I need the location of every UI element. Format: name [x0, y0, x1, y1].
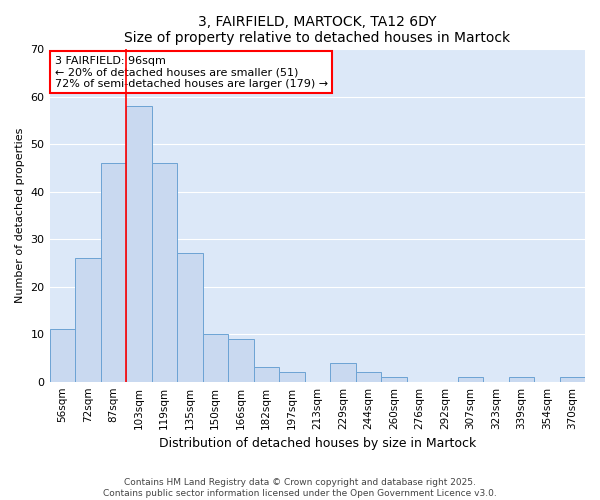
Bar: [560, 377, 585, 382]
Title: 3, FAIRFIELD, MARTOCK, TA12 6DY
Size of property relative to detached houses in : 3, FAIRFIELD, MARTOCK, TA12 6DY Size of …: [124, 15, 511, 45]
Bar: [152, 163, 177, 382]
Bar: [75, 258, 101, 382]
Bar: [458, 377, 483, 382]
Text: 3 FAIRFIELD: 96sqm
← 20% of detached houses are smaller (51)
72% of semi-detache: 3 FAIRFIELD: 96sqm ← 20% of detached hou…: [55, 56, 328, 89]
Bar: [203, 334, 228, 382]
Bar: [509, 377, 534, 382]
Text: Contains HM Land Registry data © Crown copyright and database right 2025.
Contai: Contains HM Land Registry data © Crown c…: [103, 478, 497, 498]
Bar: [254, 368, 279, 382]
Bar: [101, 163, 126, 382]
X-axis label: Distribution of detached houses by size in Martock: Distribution of detached houses by size …: [158, 437, 476, 450]
Bar: [356, 372, 381, 382]
Bar: [126, 106, 152, 382]
Bar: [381, 377, 407, 382]
Bar: [177, 254, 203, 382]
Y-axis label: Number of detached properties: Number of detached properties: [15, 128, 25, 303]
Bar: [279, 372, 305, 382]
Bar: [330, 362, 356, 382]
Bar: [50, 330, 75, 382]
Bar: [228, 339, 254, 382]
